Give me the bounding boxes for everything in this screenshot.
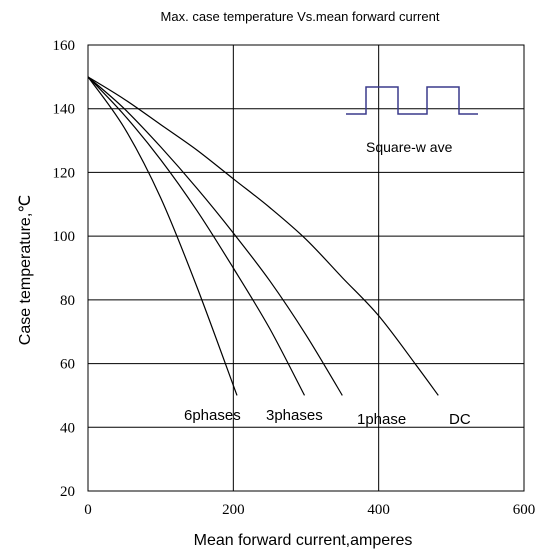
- grid: [88, 45, 524, 491]
- series-line-dc: [87, 76, 439, 396]
- y-tick-label-80: 80: [60, 293, 75, 309]
- y-tick-label-140: 140: [53, 102, 76, 118]
- y-tick-label-40: 40: [60, 420, 75, 436]
- chart-title: Max. case temperature Vs.mean forward cu…: [161, 9, 440, 24]
- axes: 20 40 60 80 100 120 140 160 0 200 400 600: [53, 38, 536, 518]
- x-tick-label-200: 200: [222, 502, 245, 518]
- series-line-3phases: [87, 76, 306, 396]
- series-line-1phase: [87, 76, 343, 396]
- y-tick-label-100: 100: [53, 229, 76, 245]
- y-axis-label: Case temperature,℃: [17, 195, 34, 345]
- y-tick-label-60: 60: [60, 357, 75, 373]
- y-tick-label-20: 20: [60, 484, 75, 500]
- series-label-dc: DC: [449, 411, 471, 428]
- x-tick-label-400: 400: [367, 502, 390, 518]
- y-tick-label-160: 160: [53, 38, 76, 54]
- series-label-3phases: 3phases: [266, 407, 323, 424]
- square-wave-label: Square-w ave: [366, 139, 453, 155]
- square-wave-inset: Square-w ave: [346, 86, 478, 155]
- x-tick-label-0: 0: [84, 502, 92, 518]
- series-line-6phases: [87, 76, 238, 396]
- series-label-6phases: 6phases: [184, 407, 241, 424]
- x-axis-label: Mean forward current,amperes: [194, 532, 413, 549]
- series-label-1phase: 1phase: [357, 411, 406, 428]
- x-tick-label-600: 600: [513, 502, 536, 518]
- plot-frame: [87, 44, 525, 492]
- square-wave-icon: [346, 86, 478, 115]
- series-lines: 6phases 3phases 1phase DC: [87, 76, 471, 428]
- y-tick-label-120: 120: [53, 165, 76, 181]
